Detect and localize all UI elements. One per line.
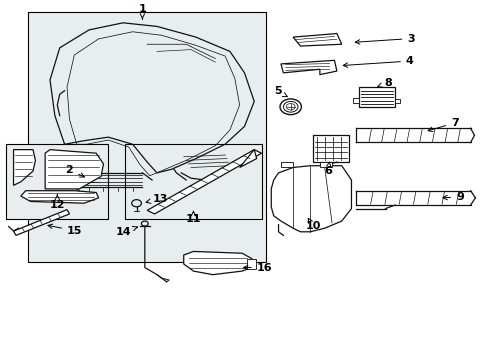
Text: 16: 16: [243, 262, 272, 273]
Text: 6: 6: [324, 162, 331, 176]
Polygon shape: [147, 150, 261, 214]
Bar: [6, 144, 108, 219]
Bar: [394, 99, 399, 103]
Bar: [125, 144, 261, 219]
Bar: [281, 162, 292, 167]
Bar: [28, 12, 266, 262]
Bar: [358, 87, 394, 107]
Text: 14: 14: [116, 226, 137, 237]
Bar: [246, 258, 255, 269]
Text: 13: 13: [146, 194, 168, 203]
Polygon shape: [239, 150, 256, 167]
Text: 11: 11: [185, 211, 201, 224]
Text: 2: 2: [65, 165, 84, 177]
Polygon shape: [183, 251, 251, 275]
Text: 3: 3: [355, 33, 414, 44]
Text: 8: 8: [377, 78, 391, 88]
Bar: [312, 135, 348, 162]
Bar: [352, 98, 359, 103]
Bar: [319, 162, 331, 167]
Polygon shape: [14, 150, 35, 185]
Text: 5: 5: [273, 86, 287, 97]
Polygon shape: [14, 210, 69, 235]
Polygon shape: [281, 60, 336, 75]
Text: 10: 10: [305, 218, 320, 231]
Text: 7: 7: [427, 118, 458, 132]
Text: 12: 12: [49, 194, 65, 210]
Text: 15: 15: [48, 224, 82, 236]
Text: 4: 4: [343, 56, 413, 67]
Polygon shape: [21, 191, 99, 203]
Polygon shape: [45, 150, 103, 189]
Polygon shape: [292, 33, 341, 46]
Text: 9: 9: [442, 192, 463, 202]
Polygon shape: [271, 166, 351, 232]
Text: 1: 1: [138, 4, 146, 19]
